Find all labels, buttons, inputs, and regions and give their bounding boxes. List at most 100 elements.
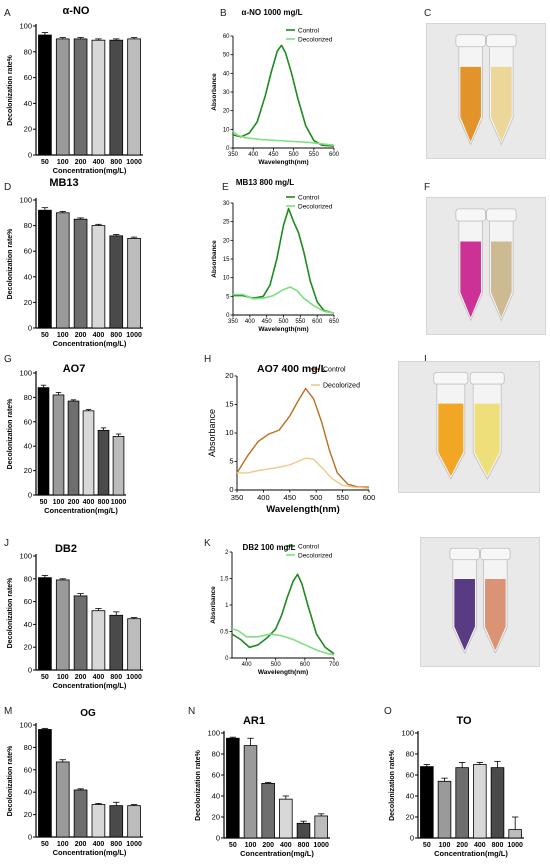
tube-liquid-left xyxy=(454,578,475,651)
series-line-decolorized xyxy=(232,130,335,146)
legend-label: Decolorized xyxy=(298,204,333,211)
x-tick-label: 600 xyxy=(363,493,376,502)
x-tick-label: 100 xyxy=(57,332,69,339)
x-tick-label: 450 xyxy=(268,152,279,158)
x-tick-label: 1000 xyxy=(126,159,142,166)
x-tick-label: 500 xyxy=(310,493,323,502)
x-tick-label: 100 xyxy=(57,159,69,166)
x-tick-label: 200 xyxy=(75,159,87,166)
legend-label: Control xyxy=(323,367,346,374)
y-axis-label: Absorbance xyxy=(207,409,217,457)
y-tick-label: 20 xyxy=(24,466,32,475)
x-axis-label: Wavelength(nm) xyxy=(258,326,308,333)
line-chart-k: 0 0.5 1 1.5 2 400 500 600 700 Control DecolorizedD… xyxy=(210,543,340,676)
y-tick-label: 20 xyxy=(223,109,230,115)
tube-liquid-right xyxy=(474,403,500,476)
y-tick-label: 100 xyxy=(19,369,32,378)
legend-label: Decolorized xyxy=(298,553,333,560)
chart-title: α-NO 1000 mg/L xyxy=(242,8,303,17)
x-tick-label: 400 xyxy=(83,499,95,506)
chart-title: DB2 xyxy=(55,543,77,555)
tube-cap xyxy=(455,208,486,222)
bar-800 xyxy=(97,429,110,496)
y-axis-label: Absorbance xyxy=(211,73,218,111)
y-tick-label: 100 xyxy=(19,22,32,31)
x-tick-label: 650 xyxy=(329,319,340,325)
chart-title: AR1 xyxy=(243,715,265,727)
x-tick-label: 600 xyxy=(300,662,311,668)
panel-letter-j: J xyxy=(4,538,9,549)
bar-400 xyxy=(91,225,106,329)
bar-400 xyxy=(82,410,95,496)
x-tick-label: 550 xyxy=(295,319,306,325)
panel-letter-h: H xyxy=(204,354,211,365)
bar-800 xyxy=(109,39,124,156)
bar-400 xyxy=(91,610,106,671)
x-tick-label: 400 xyxy=(93,159,105,166)
x-tick-label: 200 xyxy=(75,332,87,339)
series-line-decolorized xyxy=(231,628,335,656)
x-tick-label: 350 xyxy=(228,152,239,158)
x-tick-label: 200 xyxy=(75,674,87,681)
photo-background xyxy=(427,198,545,334)
panel-letter-n: N xyxy=(188,706,195,717)
tube-photo-c xyxy=(427,24,545,158)
bar-200 xyxy=(73,595,88,671)
bar-100 xyxy=(52,394,65,496)
x-tick-label: 550 xyxy=(336,493,349,502)
series-line-decolorized xyxy=(233,286,335,314)
y-tick-label: 60 xyxy=(24,73,32,82)
series-line-control xyxy=(233,207,335,314)
x-tick-label: 1000 xyxy=(111,499,127,506)
y-tick-label: 30 xyxy=(223,201,230,207)
panel-letter-o: O xyxy=(384,706,392,717)
y-tick-label: 0 xyxy=(28,324,32,333)
bar-chart-o: 0 20 40 60 80 100 50 100 200 400 800 1000 TO Concentr… xyxy=(389,715,524,858)
bar-50 xyxy=(38,729,52,838)
y-axis-label: Decolonization rate% xyxy=(7,398,14,470)
x-tick-label: 50 xyxy=(41,674,49,681)
y-tick-label: 1 xyxy=(225,603,229,609)
x-tick-label: 500 xyxy=(289,152,300,158)
x-tick-label: 400 xyxy=(93,674,105,681)
bar-200 xyxy=(73,38,88,156)
y-tick-label: 20 xyxy=(24,298,32,307)
photo-background xyxy=(421,538,539,666)
x-tick-label: 1000 xyxy=(126,841,142,848)
y-tick-label: 20 xyxy=(406,813,414,822)
chart-title: DB2 100 mg/L xyxy=(243,543,296,552)
series-line-decolorized xyxy=(237,457,370,489)
x-tick-label: 100 xyxy=(245,842,257,849)
panel-letter-a: A xyxy=(4,8,11,19)
bar-chart-a: 0 20 40 60 80 100 50 100 200 400 800 1000 α-NO Concen… xyxy=(7,5,143,175)
x-axis-label: Concentration(mg/L) xyxy=(53,166,127,175)
bar-800 xyxy=(296,822,311,839)
y-tick-label: 100 xyxy=(19,552,32,561)
x-tick-label: 400 xyxy=(248,152,259,158)
tube-cap xyxy=(433,371,469,385)
bar-1000 xyxy=(127,805,141,838)
panel-letter-b: B xyxy=(220,8,227,19)
x-tick-label: 800 xyxy=(110,159,122,166)
tube-cap xyxy=(480,547,511,561)
x-tick-label: 400 xyxy=(257,493,270,502)
y-tick-label: 5 xyxy=(229,457,233,466)
y-tick-label: 40 xyxy=(24,788,32,797)
y-axis-label: Decolonization rate% xyxy=(195,749,202,821)
y-tick-label: 60 xyxy=(24,597,32,606)
x-tick-label: 200 xyxy=(456,842,468,849)
y-tick-label: 0 xyxy=(216,834,220,843)
x-axis-label: Wavelength(nm) xyxy=(258,669,308,676)
x-tick-label: 1000 xyxy=(126,332,142,339)
y-tick-label: 80 xyxy=(24,221,32,230)
y-tick-label: 20 xyxy=(24,125,32,134)
x-axis-label: Concentration(mg/L) xyxy=(53,848,127,857)
y-tick-label: 0 xyxy=(229,485,233,494)
chart-title: AO7 400 mg/L xyxy=(257,363,328,375)
y-tick-label: 30 xyxy=(223,90,230,96)
y-tick-label: 20 xyxy=(223,238,230,244)
bar-chart-m: 0 20 40 60 80 100 50 100 200 400 800 1000 OG Concentr… xyxy=(7,708,143,857)
bar-100 xyxy=(437,780,452,839)
y-tick-label: 50 xyxy=(223,53,230,59)
panel-letter-m: M xyxy=(4,706,12,717)
